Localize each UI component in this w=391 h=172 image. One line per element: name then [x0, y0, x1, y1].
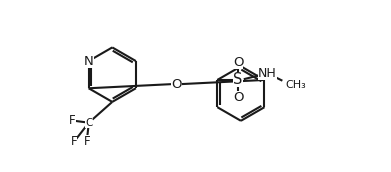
Text: O: O: [233, 56, 243, 69]
Text: N: N: [84, 55, 93, 68]
Text: C: C: [85, 118, 93, 128]
Text: NH: NH: [258, 67, 277, 80]
Text: O: O: [233, 91, 243, 104]
Text: F: F: [69, 114, 76, 127]
Text: F: F: [84, 135, 90, 148]
Text: O: O: [171, 78, 182, 91]
Text: S: S: [233, 72, 243, 87]
Text: CH₃: CH₃: [286, 80, 307, 90]
Text: F: F: [70, 135, 77, 148]
